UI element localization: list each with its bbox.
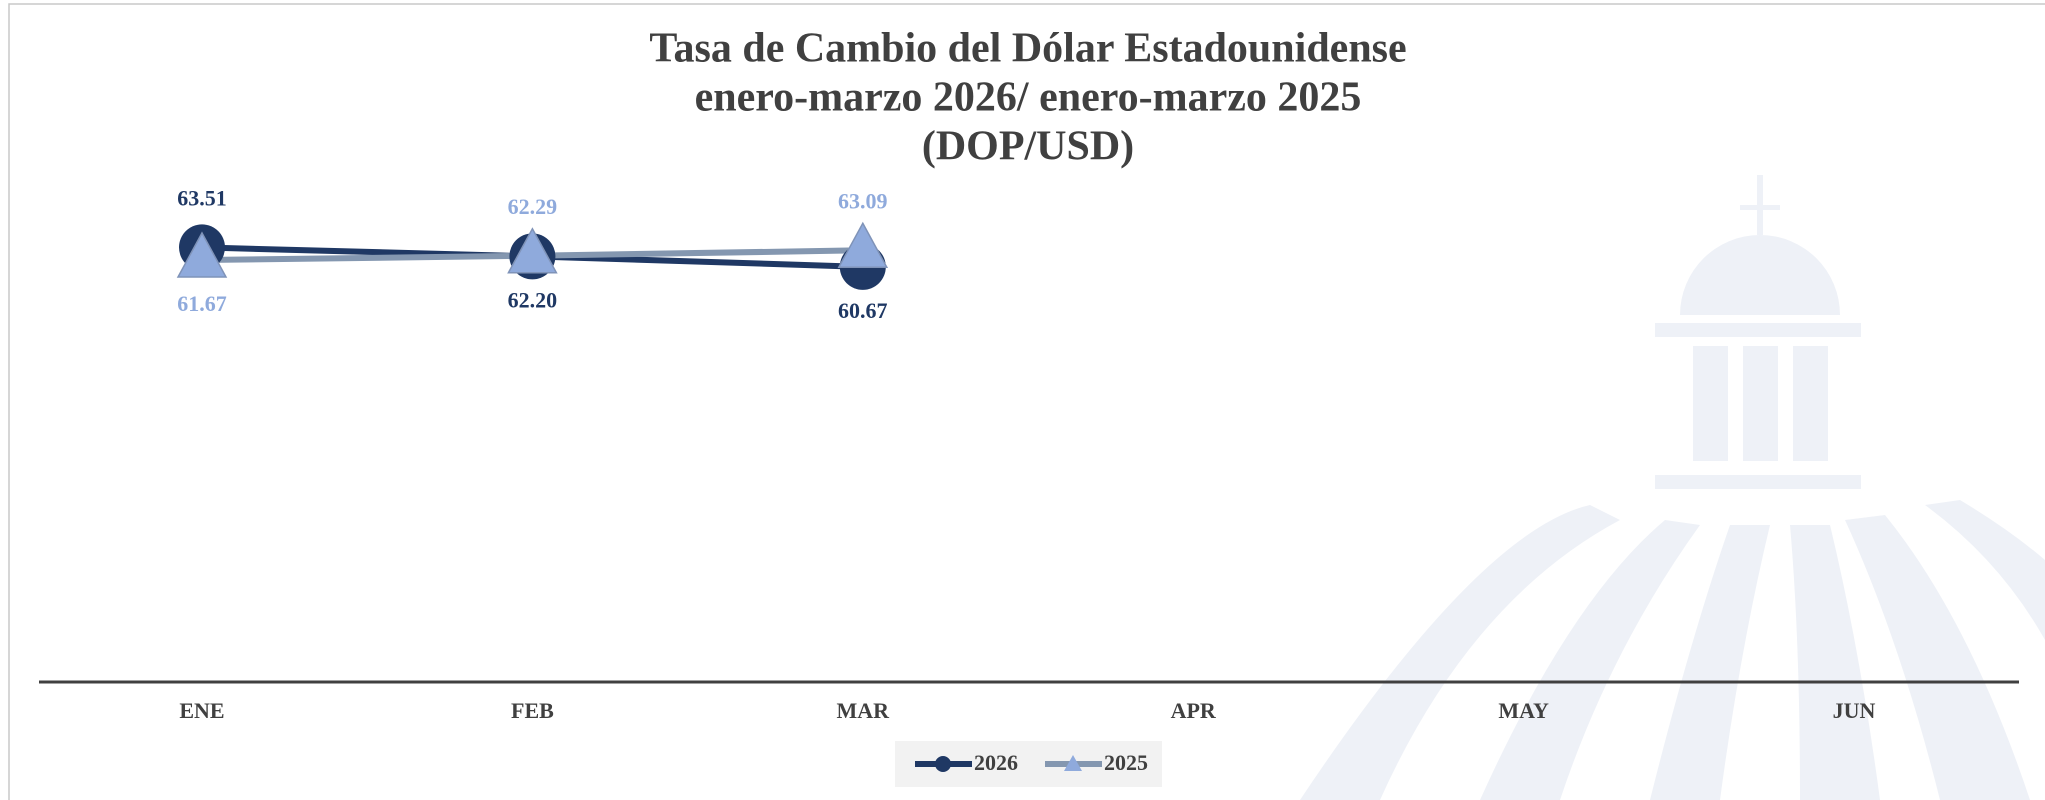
x-tick-label: MAY <box>1498 698 1549 723</box>
data-label: 62.29 <box>508 194 558 219</box>
chart-title: enero-marzo 2026/ enero-marzo 2025 <box>695 75 1362 121</box>
watermark <box>1300 175 2045 800</box>
chart-title: (DOP/USD) <box>922 124 1134 170</box>
data-label: 61.67 <box>177 291 227 316</box>
legend-label: 2025 <box>1104 750 1148 775</box>
legend-marker <box>935 756 951 772</box>
data-label: 62.20 <box>508 287 558 312</box>
x-tick-label: MAR <box>837 698 891 723</box>
x-tick-label: JUN <box>1833 698 1876 723</box>
legend-marker <box>1064 755 1082 771</box>
x-tick-label: ENE <box>179 698 224 723</box>
marker <box>176 231 228 278</box>
data-label: 63.09 <box>838 188 888 213</box>
marker <box>507 227 558 274</box>
data-label: 60.67 <box>838 298 888 323</box>
marker <box>837 221 889 269</box>
chart-title: Tasa de Cambio del Dólar Estadounidense <box>649 26 1406 72</box>
x-tick-label: FEB <box>511 698 554 723</box>
data-label: 63.51 <box>177 185 227 210</box>
x-tick-label: APR <box>1171 698 1217 723</box>
legend-label: 2026 <box>974 750 1018 775</box>
